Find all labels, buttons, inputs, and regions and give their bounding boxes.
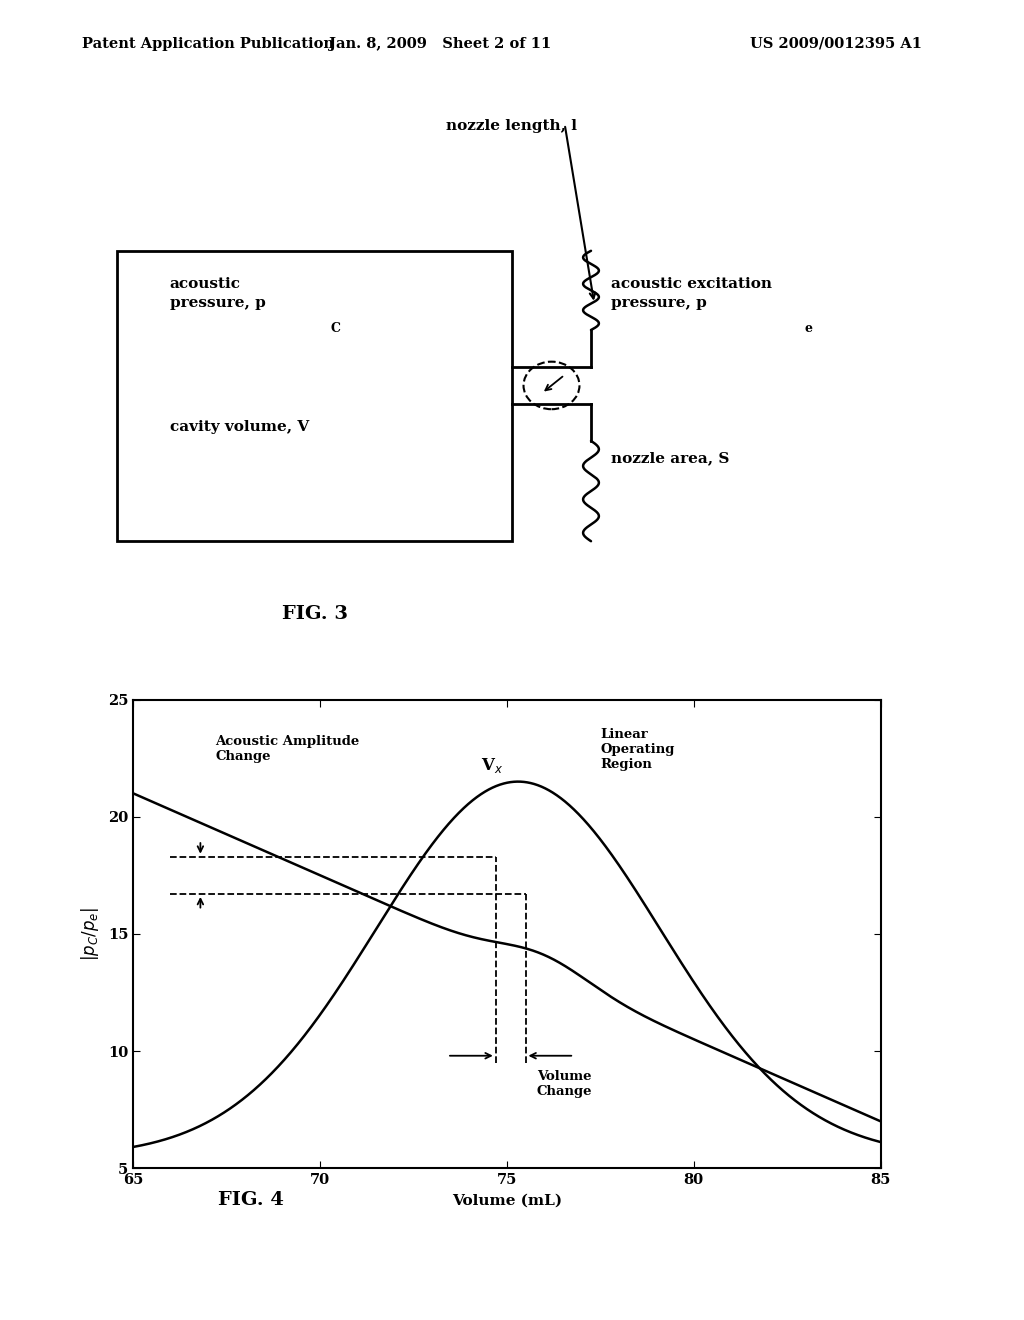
Text: Volume
Change: Volume Change — [537, 1069, 592, 1098]
Text: Jan. 8, 2009   Sheet 2 of 11: Jan. 8, 2009 Sheet 2 of 11 — [329, 37, 552, 51]
Text: Patent Application Publication: Patent Application Publication — [82, 37, 334, 51]
Ellipse shape — [523, 362, 580, 409]
Text: acoustic
pressure, p: acoustic pressure, p — [170, 277, 265, 310]
Text: FIG. 3: FIG. 3 — [282, 605, 347, 623]
Text: Linear
Operating
Region: Linear Operating Region — [600, 727, 675, 771]
Text: V$_x$: V$_x$ — [481, 755, 503, 775]
Text: acoustic excitation
pressure, p: acoustic excitation pressure, p — [610, 277, 772, 310]
Text: cavity volume, V: cavity volume, V — [170, 420, 309, 434]
Text: US 2009/0012395 A1: US 2009/0012395 A1 — [750, 37, 922, 51]
Text: C: C — [331, 322, 341, 335]
Bar — [117, 251, 512, 541]
X-axis label: Volume (mL): Volume (mL) — [452, 1195, 562, 1208]
Text: Acoustic Amplitude
Change: Acoustic Amplitude Change — [215, 735, 359, 763]
Text: e: e — [805, 322, 813, 335]
Y-axis label: $|p_C/p_e|$: $|p_C/p_e|$ — [79, 907, 100, 961]
Text: nozzle area, S: nozzle area, S — [610, 451, 729, 466]
Text: nozzle length, l: nozzle length, l — [446, 119, 578, 133]
Text: FIG. 4: FIG. 4 — [218, 1191, 284, 1209]
